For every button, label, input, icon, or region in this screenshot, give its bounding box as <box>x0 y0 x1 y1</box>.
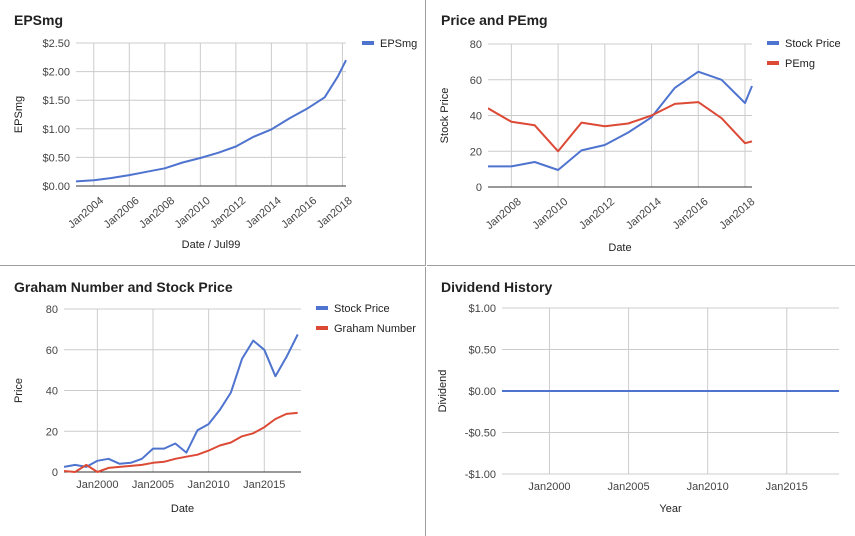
y-tick-label: $2.00 <box>42 67 70 79</box>
x-tick-label: Jan2010 <box>188 479 230 491</box>
y-tick-label: 60 <box>470 75 482 87</box>
x-tick-label: Jan2014 <box>624 196 664 232</box>
x-tick-label: Jan2016 <box>671 196 711 232</box>
y-tick-label: $0.50 <box>42 152 70 164</box>
legend-label: PEmg <box>785 58 815 70</box>
x-tick-label: Jan2010 <box>530 196 570 232</box>
x-axis-label: Date <box>171 503 194 515</box>
epsmg-chart-panel: $0.00 $0.50 $1.00 $1.50 $2.00 $2.50 Jan2004 Jan… <box>0 0 426 266</box>
y-tick-label: 0 <box>476 182 482 194</box>
y-tick-label: $1.00 <box>42 124 70 136</box>
x-axis-label: Date / Jul99 <box>182 239 241 251</box>
y-tick-label: -$0.50 <box>465 428 496 440</box>
y-tick-label: $0.50 <box>468 345 496 357</box>
series-line-0 <box>488 70 753 171</box>
x-tick-label: Jan2014 <box>244 195 284 231</box>
chart-svg: -$1.00 -$0.50 $0.00 $0.50 $1.00 Jan2000 Jan200… <box>437 303 839 515</box>
y-tick-label: 40 <box>470 111 482 123</box>
legend-label: EPSmg <box>380 38 417 50</box>
x-axis-label: Date <box>608 242 631 254</box>
y-tick-label: $1.50 <box>42 95 70 107</box>
x-tick-label: Jan2000 <box>76 479 118 491</box>
y-tick-label: 80 <box>46 304 58 316</box>
y-tick-label: 20 <box>470 146 482 158</box>
y-tick-label: $0.00 <box>468 386 496 398</box>
y-tick-label: 0 <box>52 467 58 479</box>
x-tick-label: Jan2015 <box>766 481 808 493</box>
legend-label: Stock Price <box>334 303 390 315</box>
series-line-1 <box>64 411 298 473</box>
price-pemg-chart-panel: 0 20 40 60 80 Jan2008 Jan2010 Jan2012 Jan2014 Jan… <box>427 0 855 266</box>
x-tick-label: Jan2000 <box>528 481 570 493</box>
x-tick-label: Jan2010 <box>687 481 729 493</box>
series-line-1 <box>488 101 753 153</box>
x-tick-label: Jan2018 <box>717 196 757 232</box>
x-tick-label: Jan2008 <box>137 195 177 231</box>
dividend-history-chart-panel: -$1.00 -$0.50 $0.00 $0.50 $1.00 Jan2000 Jan200… <box>427 267 855 536</box>
x-tick-label: Jan2016 <box>279 195 319 231</box>
legend-label: Stock Price <box>785 38 841 50</box>
y-tick-label: 60 <box>46 345 58 357</box>
x-tick-label: Jan2015 <box>243 479 285 491</box>
x-tick-label: Jan2004 <box>66 195 106 231</box>
y-tick-label: $0.00 <box>42 181 70 193</box>
graham-number-chart-panel: 0 20 40 60 80 Jan2000 Jan2005 Jan2010 Jan2015 Pri… <box>0 267 426 536</box>
chart-svg: 0 20 40 60 80 Jan2000 Jan2005 Jan2010 Jan2015 Pri… <box>13 303 416 515</box>
y-axis-label: Stock Price <box>439 88 451 144</box>
chart-title: Dividend History <box>441 279 553 295</box>
x-tick-label: Jan2005 <box>132 479 174 491</box>
y-tick-label: 40 <box>46 386 58 398</box>
y-axis-label: Dividend <box>437 370 449 413</box>
series-line-0 <box>64 334 299 468</box>
x-tick-label: Jan2012 <box>208 195 248 231</box>
x-tick-label: Jan2005 <box>607 481 649 493</box>
x-tick-label: Jan2018 <box>315 195 355 231</box>
chart-title: Price and PEmg <box>441 12 548 28</box>
x-tick-label: Jan2012 <box>577 196 617 232</box>
y-tick-label: -$1.00 <box>465 469 496 481</box>
chart-svg: $0.00$0.50$1.00$1.50$2.00$2.50Jan2004Jan… <box>13 38 417 251</box>
x-tick-label: Jan2010 <box>173 195 213 231</box>
x-tick-label: Jan2006 <box>102 195 142 231</box>
chart-title: EPSmg <box>14 12 64 28</box>
chart-title: Graham Number and Stock Price <box>14 279 233 295</box>
x-tick-label: Jan2008 <box>484 196 524 232</box>
y-tick-label: $2.50 <box>42 38 70 50</box>
legend-label: Graham Number <box>334 323 416 335</box>
y-tick-label: 80 <box>470 39 482 51</box>
y-axis-label: Price <box>13 378 25 403</box>
y-tick-label: 20 <box>46 426 58 438</box>
series-line-0 <box>76 59 347 183</box>
y-tick-label: $1.00 <box>468 303 496 315</box>
x-axis-label: Year <box>659 503 682 515</box>
y-axis-label: EPSmg <box>13 96 25 133</box>
